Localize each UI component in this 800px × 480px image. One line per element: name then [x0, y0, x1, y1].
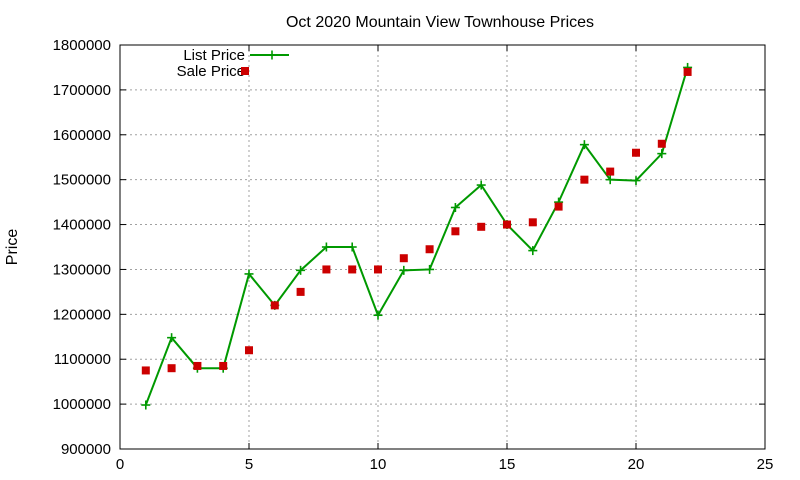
data-point	[528, 246, 538, 256]
y-tick-label: 1200000	[53, 306, 111, 323]
data-point	[450, 202, 460, 212]
chart-title: Oct 2020 Mountain View Townhouse Prices	[286, 14, 594, 31]
legend-label: List Price	[183, 47, 245, 64]
series-sale-price	[141, 67, 692, 375]
data-point	[245, 346, 253, 355]
data-point	[657, 139, 666, 148]
data-point	[270, 301, 279, 310]
series-line	[144, 67, 689, 406]
data-point	[321, 242, 331, 252]
data-point	[296, 265, 306, 275]
y-tick-label: 1400000	[53, 217, 111, 234]
y-tick-label: 1000000	[53, 396, 111, 413]
data-point	[683, 67, 692, 76]
data-point	[167, 364, 176, 373]
legend-swatch-list-price	[250, 50, 289, 60]
data-point	[451, 227, 460, 236]
data-point	[632, 148, 640, 157]
data-point	[503, 220, 511, 229]
y-axis-label: Price	[4, 229, 21, 266]
data-point	[579, 140, 589, 150]
data-point	[347, 242, 357, 252]
data-point	[193, 361, 202, 370]
data-point	[606, 167, 615, 176]
x-tick-label: 20	[628, 456, 645, 473]
data-point	[219, 361, 228, 370]
x-tick-label: 0	[116, 456, 124, 473]
data-point	[244, 269, 254, 279]
legend-label: Sale Price	[177, 63, 245, 80]
data-point	[477, 222, 486, 231]
axes: 0 5 10 15 20 25 900000 1000000 1100000 1200000 130…	[53, 37, 774, 473]
x-tick-label: 25	[757, 456, 774, 473]
y-tick-label: 1500000	[53, 172, 111, 189]
data-point	[141, 400, 151, 410]
legend-marker	[267, 50, 277, 60]
x-tick-label: 15	[499, 456, 516, 473]
series-list-price	[141, 62, 693, 410]
y-tick-label: 1800000	[53, 37, 111, 54]
x-tick-label: 10	[370, 456, 387, 473]
data-point	[348, 265, 357, 274]
plot-area	[141, 62, 693, 410]
y-tick-label: 1600000	[53, 127, 111, 144]
grid	[120, 45, 765, 449]
y-tick-label: 1700000	[53, 82, 111, 99]
data-point	[580, 175, 589, 184]
plot-frame	[119, 44, 766, 450]
data-point	[374, 265, 382, 274]
x-tick-label: 5	[245, 456, 253, 473]
y-tick-label: 1300000	[53, 261, 111, 278]
data-point	[657, 149, 667, 159]
y-tick-label: 900000	[61, 441, 111, 458]
data-point	[605, 175, 615, 185]
data-point	[528, 218, 537, 227]
data-point	[425, 245, 434, 254]
data-point	[322, 265, 331, 274]
y-tick-label: 1100000	[54, 351, 111, 368]
data-point	[425, 264, 435, 274]
data-point	[373, 310, 383, 320]
data-point	[631, 176, 641, 186]
data-point	[476, 180, 486, 190]
legend-swatch-sale-price	[241, 67, 249, 75]
data-point	[141, 366, 150, 375]
data-point	[296, 287, 305, 296]
data-point	[554, 202, 563, 211]
data-point	[399, 254, 408, 263]
data-point	[167, 333, 177, 343]
data-point	[399, 265, 409, 275]
